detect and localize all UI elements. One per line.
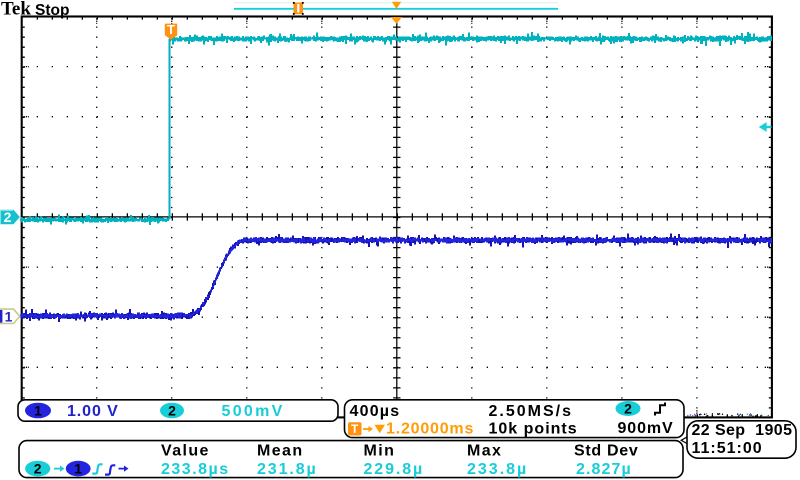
svg-text:Value: Value — [161, 443, 210, 460]
svg-text:900mV: 900mV — [618, 420, 674, 437]
svg-text:2: 2 — [34, 461, 42, 477]
svg-text:229.8µ: 229.8µ — [364, 461, 425, 478]
svg-text:T: T — [167, 22, 175, 37]
svg-text:Min: Min — [364, 443, 396, 460]
svg-text:1.20000ms: 1.20000ms — [386, 421, 474, 438]
svg-text:Max: Max — [467, 443, 502, 460]
svg-text:2.50MS/s: 2.50MS/s — [489, 403, 573, 420]
svg-text:Std Dev: Std Dev — [574, 443, 638, 460]
svg-text:1: 1 — [34, 403, 42, 419]
svg-text:T: T — [351, 422, 359, 436]
svg-text:233.8µ: 233.8µ — [467, 461, 528, 478]
svg-text:233.8µs: 233.8µs — [161, 461, 230, 478]
svg-text:1: 1 — [5, 309, 13, 325]
svg-text:2: 2 — [4, 209, 12, 225]
svg-text:22 Sep 1905: 22 Sep 1905 — [692, 422, 793, 439]
svg-text:10k points: 10k points — [489, 421, 578, 438]
svg-text:Stop: Stop — [35, 2, 69, 19]
svg-text:2: 2 — [168, 403, 176, 419]
svg-text:1: 1 — [74, 461, 82, 477]
svg-text:1.00 V: 1.00 V — [67, 403, 119, 420]
svg-text:400µs: 400µs — [350, 403, 401, 420]
svg-text:231.8µ: 231.8µ — [257, 461, 318, 478]
svg-text:2: 2 — [624, 401, 632, 417]
svg-text:Tek: Tek — [1, 0, 31, 20]
svg-text:11:51:00: 11:51:00 — [692, 440, 763, 457]
svg-text:2.827µ: 2.827µ — [576, 461, 632, 478]
svg-text:Mean: Mean — [257, 443, 304, 460]
svg-text:500mV: 500mV — [222, 403, 285, 420]
